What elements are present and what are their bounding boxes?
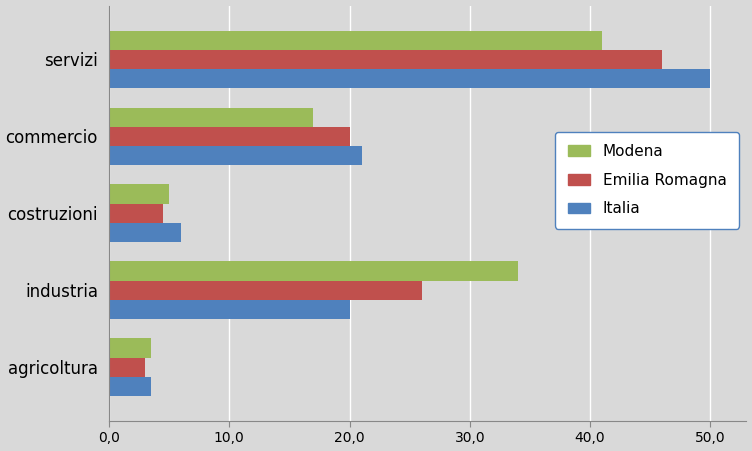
Bar (109, 262, 518, 281)
Bar (109, 377, 151, 396)
Bar (109, 69, 711, 88)
Bar (109, 127, 350, 146)
Bar (109, 146, 362, 165)
Bar (109, 31, 602, 50)
Bar (109, 358, 145, 377)
Legend: Modena, Emilia Romagna, Italia: Modena, Emilia Romagna, Italia (555, 132, 738, 229)
Bar (109, 281, 422, 300)
Bar (109, 204, 163, 223)
Bar (109, 300, 350, 319)
Bar (109, 107, 314, 127)
Bar (109, 223, 181, 242)
Bar (109, 184, 169, 204)
Bar (109, 338, 151, 358)
Bar (109, 50, 663, 69)
